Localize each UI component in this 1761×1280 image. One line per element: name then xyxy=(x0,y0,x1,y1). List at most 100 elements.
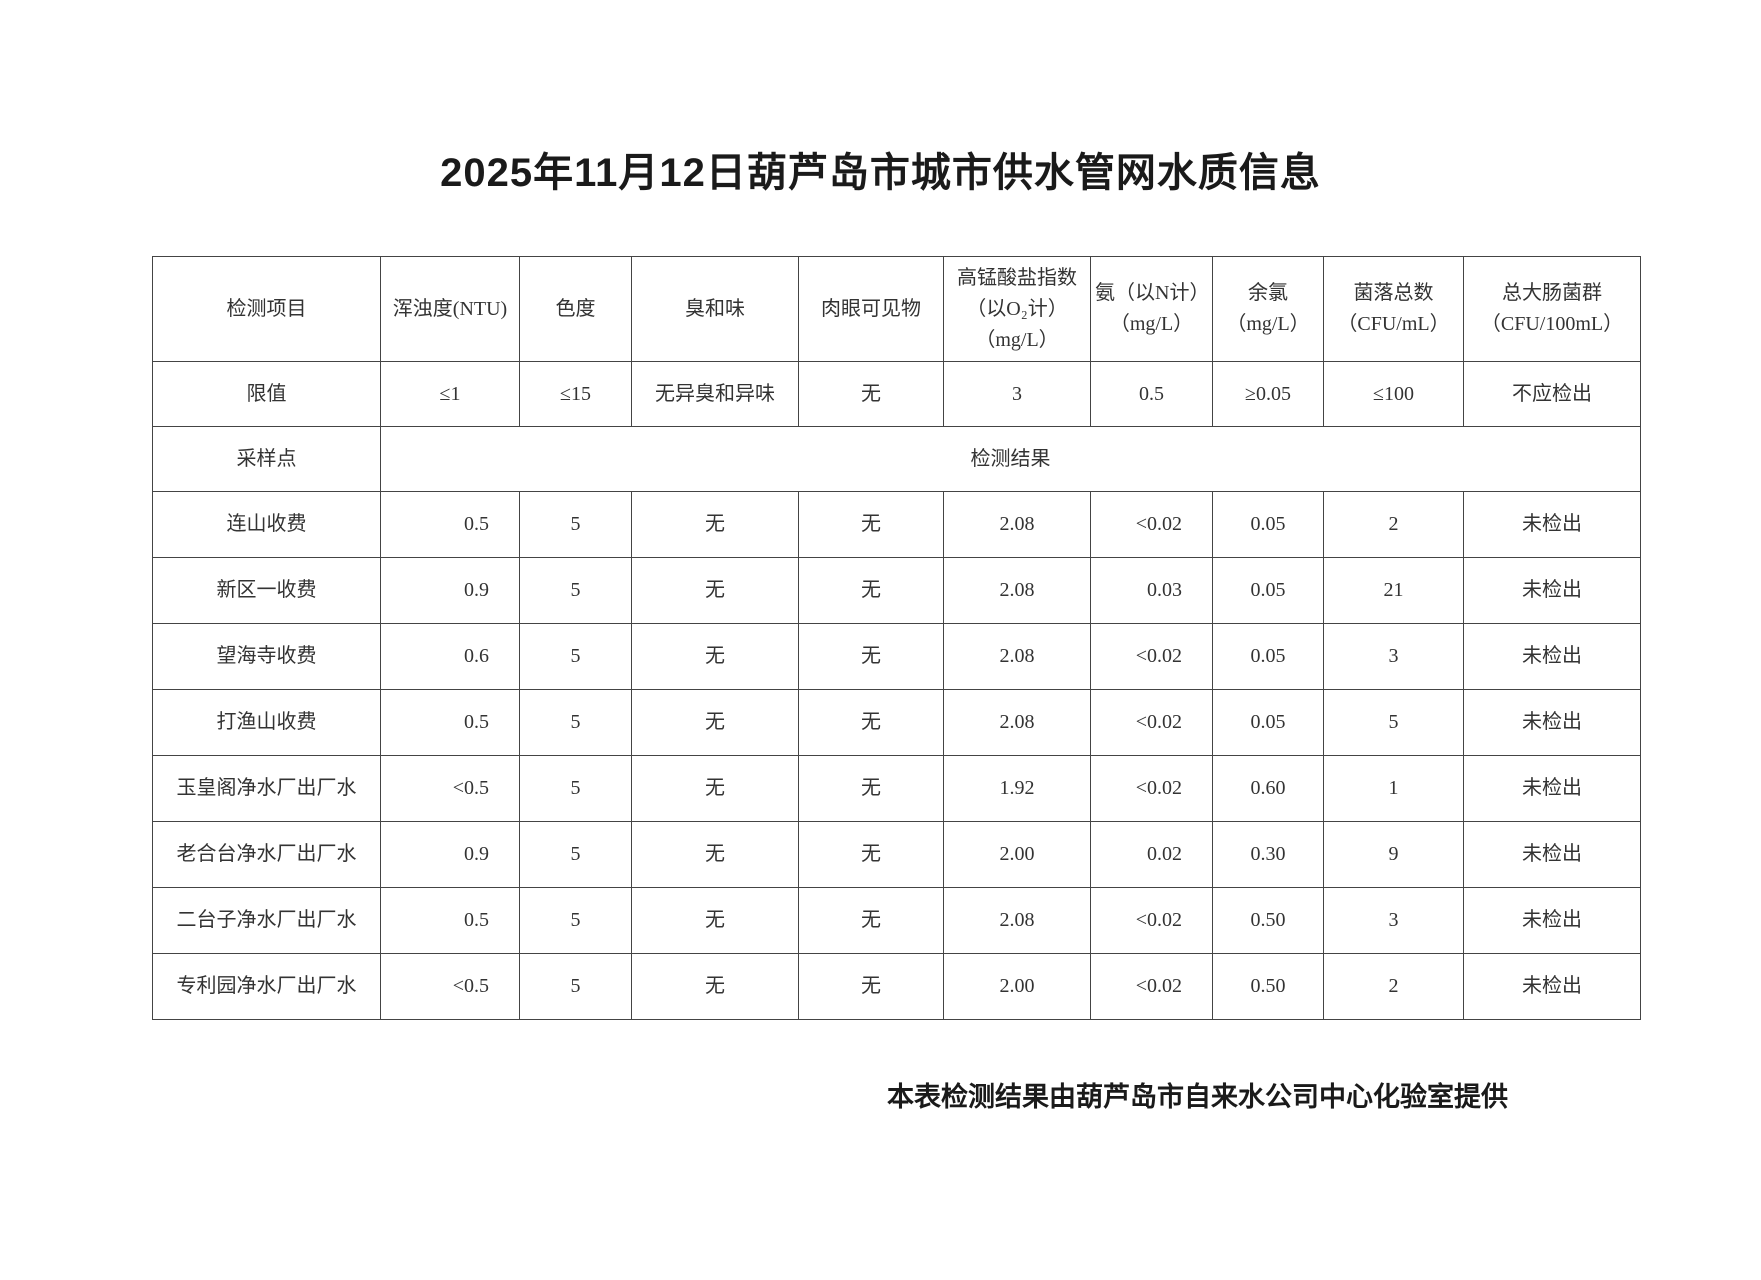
header-cell: 高锰酸盐指数 （以O₂计） （mg/L） xyxy=(943,256,1091,362)
result-value: 无 xyxy=(798,557,944,624)
result-value: 0.60 xyxy=(1212,755,1324,822)
header-line: 氨（以N计） xyxy=(1095,282,1210,304)
limits-row: 限值 ≤1 ≤15 无异臭和异味无 3 0.5 ≥0.05 ≤100 不应检出 xyxy=(152,361,1641,427)
result-value: 0.50 xyxy=(1212,953,1324,1020)
result-value: 2.08 xyxy=(943,689,1091,756)
result-value: 未检出 xyxy=(1463,491,1641,558)
header-row: 检测项目 浑浊度(NTU) 色度 臭和味 肉眼可见物 高锰酸盐指数 （以O₂计） （mg/L）… xyxy=(152,256,1641,362)
result-value: 5 xyxy=(519,953,632,1020)
result-value: 5 xyxy=(519,689,632,756)
header-line: 浑浊度(NTU) xyxy=(392,297,508,320)
result-value: 0.6 xyxy=(380,623,520,690)
sampling-site: 专利园净水厂出厂水 xyxy=(152,953,381,1020)
table-row: 老合台净水厂出厂水 0.9 5 无无 2.00 0.02 0.30 9 未检出 xyxy=(152,821,1641,888)
header-cell: 臭和味 xyxy=(631,256,799,362)
table-row: 打渔山收费 0.5 5 无无 2.08 <0.02 0.05 5 未检出 xyxy=(152,689,1641,756)
result-value: 2.08 xyxy=(943,491,1091,558)
result-value: 2.00 xyxy=(943,953,1091,1020)
header-line: （mg/L） xyxy=(975,328,1059,351)
result-value: 5 xyxy=(519,755,632,822)
result-value: 3 xyxy=(1323,623,1464,690)
result-value: 0.9 xyxy=(380,821,520,888)
result-value: 5 xyxy=(519,623,632,690)
header-line: 总大肠菌群 xyxy=(1502,282,1602,304)
limit-value: 0.5 xyxy=(1090,361,1213,427)
page-title: 2025年11月12日葫芦岛市城市供水管网水质信息 xyxy=(440,151,1321,195)
result-value: 未检出 xyxy=(1463,953,1641,1020)
header-cell: 色度 xyxy=(519,256,632,362)
result-value: <0.02 xyxy=(1090,755,1213,822)
table-row: 新区一收费 0.9 5 无无 2.08 0.03 0.05 21 未检出 xyxy=(152,557,1641,624)
limit-value: 3 xyxy=(943,361,1091,427)
result-value: 9 xyxy=(1323,821,1464,888)
table-row: 二台子净水厂出厂水 0.5 5 无无 2.08 <0.02 0.50 3 未检出 xyxy=(152,887,1641,954)
sampling-site: 新区一收费 xyxy=(152,557,381,624)
result-value: <0.02 xyxy=(1090,887,1213,954)
header-line: （CFU/100mL） xyxy=(1480,313,1624,335)
header-cell: 余氯 （mg/L） xyxy=(1212,256,1324,362)
result-value: 2.08 xyxy=(943,887,1091,954)
sampling-site: 老合台净水厂出厂水 xyxy=(152,821,381,888)
header-cell: 菌落总数 （CFU/mL） xyxy=(1323,256,1464,362)
result-value: 0.02 xyxy=(1090,821,1213,888)
result-value: 1.92 xyxy=(943,755,1091,822)
sampling-site: 望海寺收费 xyxy=(152,623,381,690)
header-line: 色度 xyxy=(555,297,596,320)
result-value: 5 xyxy=(519,557,632,624)
result-value: 2 xyxy=(1323,491,1464,558)
result-value: 未检出 xyxy=(1463,887,1641,954)
header-line: （CFU/mL） xyxy=(1337,313,1450,335)
result-value: 2.08 xyxy=(943,623,1091,690)
result-value: 0.05 xyxy=(1212,623,1324,690)
header-cell-item: 检测项目 xyxy=(152,256,381,362)
sampling-site: 玉皇阁净水厂出厂水 xyxy=(152,755,381,822)
header-line: 高锰酸盐指数 xyxy=(957,266,1077,289)
result-value: 未检出 xyxy=(1463,689,1641,756)
result-value: 无 xyxy=(798,623,944,690)
water-quality-table: 检测项目 浑浊度(NTU) 色度 臭和味 肉眼可见物 高锰酸盐指数 （以O₂计） （mg/L）… xyxy=(152,256,1641,1020)
result-value: 2 xyxy=(1323,953,1464,1020)
sampling-site: 打渔山收费 xyxy=(152,689,381,756)
limit-value: ≤1 xyxy=(380,361,520,427)
result-value: <0.02 xyxy=(1090,689,1213,756)
sampling-site: 二台子净水厂出厂水 xyxy=(152,887,381,954)
table-row: 专利园净水厂出厂水 <0.5 5 无无 2.00 <0.02 0.50 2 未检出 xyxy=(152,953,1641,1020)
result-value: 1 xyxy=(1323,755,1464,822)
result-value: 无 xyxy=(631,557,799,624)
result-value: 无 xyxy=(631,887,799,954)
result-value: 无 xyxy=(798,491,944,558)
limit-value: ≤15 xyxy=(519,361,632,427)
result-value: 无 xyxy=(798,887,944,954)
result-value: 5 xyxy=(519,887,632,954)
limit-value: 无异臭和异味 xyxy=(631,361,799,427)
result-value: <0.02 xyxy=(1090,953,1213,1020)
result-value: 0.05 xyxy=(1212,491,1324,558)
table-row: 玉皇阁净水厂出厂水 <0.5 5 无无 1.92 <0.02 0.60 1 未检出 xyxy=(152,755,1641,822)
result-value: 无 xyxy=(798,953,944,1020)
result-value: 5 xyxy=(519,821,632,888)
limits-label: 限值 xyxy=(152,361,381,427)
result-value: 0.05 xyxy=(1212,557,1324,624)
result-value: <0.02 xyxy=(1090,623,1213,690)
result-value: 0.03 xyxy=(1090,557,1213,624)
results-label: 检测结果 xyxy=(380,426,1641,492)
result-value: 0.50 xyxy=(1212,887,1324,954)
footer-note: 本表检测结果由葫芦岛市自来水公司中心化验室提供 xyxy=(887,1082,1508,1112)
result-value: 2.08 xyxy=(943,557,1091,624)
header-cell: 肉眼可见物 xyxy=(798,256,944,362)
result-value: 0.9 xyxy=(380,557,520,624)
result-value: 无 xyxy=(631,491,799,558)
limit-value: ≥0.05 xyxy=(1212,361,1324,427)
header-line: 臭和味 xyxy=(685,297,745,320)
result-value: <0.5 xyxy=(380,755,520,822)
header-cell: 总大肠菌群 （CFU/100mL） xyxy=(1463,256,1641,362)
result-value: 3 xyxy=(1323,887,1464,954)
header-cell: 氨（以N计） （mg/L） xyxy=(1090,256,1213,362)
result-value: 无 xyxy=(631,623,799,690)
result-value: 21 xyxy=(1323,557,1464,624)
result-value: <0.02 xyxy=(1090,491,1213,558)
result-value: 无 xyxy=(631,689,799,756)
result-value: 未检出 xyxy=(1463,821,1641,888)
header-cell: 浑浊度(NTU) xyxy=(380,256,520,362)
result-value: 无 xyxy=(798,821,944,888)
